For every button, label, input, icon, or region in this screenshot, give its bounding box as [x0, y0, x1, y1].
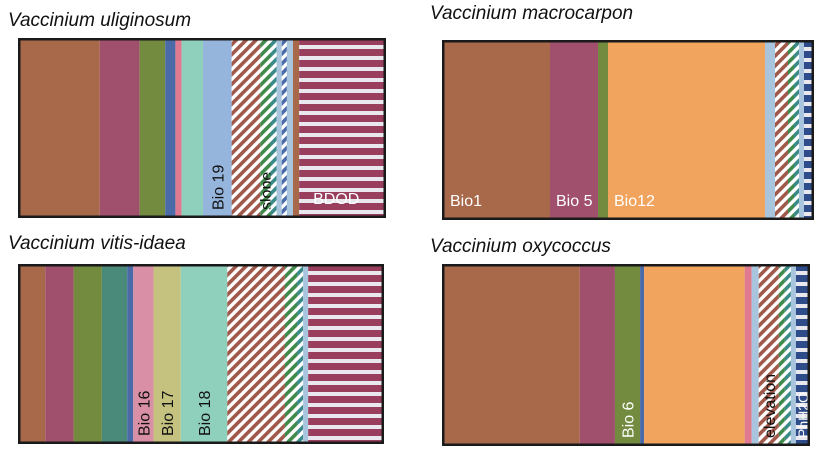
segment-bio6	[598, 42, 608, 218]
chart-uliginosum: Bio 19 slope BDOD	[18, 38, 386, 218]
segment-hatch_brown	[775, 42, 788, 218]
chart-frame	[442, 40, 814, 220]
segment-pink	[175, 40, 182, 216]
segment-label-bio-17: Bio 17	[160, 391, 177, 436]
segment-label-bio-16: Bio 16	[136, 391, 153, 436]
segment-bio1	[20, 266, 46, 442]
segment-hatch_teal	[297, 266, 304, 442]
segment-elevation	[758, 266, 779, 444]
chart-frame	[18, 38, 386, 218]
segment-blue	[165, 40, 176, 216]
panel-title-oxycoccus: Vaccinium oxycoccus	[430, 236, 611, 257]
segment-bio12	[644, 266, 745, 444]
segment-blue	[127, 266, 134, 442]
segment-bio5	[99, 40, 140, 216]
segment-bio-18	[180, 266, 228, 442]
segment-lightblue	[790, 266, 796, 444]
segment-lightblue	[303, 266, 309, 442]
segment-lightblue	[765, 42, 775, 218]
chart-vitis-idaea: Bio 16 Bio 17 Bio 18	[18, 264, 384, 444]
segment-hatch_brown	[231, 40, 261, 216]
segment-hatch_brown	[227, 266, 285, 442]
segment-bio-17	[153, 266, 181, 442]
segment-hatch_teal	[270, 40, 277, 216]
segment-bio6	[139, 40, 166, 216]
chart-macrocarpon: Bio1 Bio 5 Bio12	[442, 40, 814, 220]
segment-navy	[804, 42, 812, 218]
segment-lightblue	[751, 266, 759, 444]
segment-label-phh2o: PhH2O	[795, 392, 810, 438]
chart-oxycoccus: Bio 6 elevation PhH2O	[442, 264, 810, 446]
segment-phh2o	[795, 266, 808, 444]
segment-stripe_red	[308, 266, 382, 442]
chart-frame	[18, 264, 384, 444]
segment-label-bio-6: Bio 6	[621, 401, 638, 438]
segment-hatch_green	[778, 266, 785, 444]
segment-bio18	[181, 40, 204, 216]
segment-lightblue	[799, 42, 804, 218]
segment-label-bio1: Bio1	[450, 193, 482, 210]
segment-hatch_green	[284, 266, 298, 442]
segment-hatch_teal	[794, 42, 799, 218]
segment-pink	[744, 266, 752, 444]
segment-bio12	[608, 42, 765, 218]
chart-frame	[442, 264, 810, 446]
segment-bio1	[444, 266, 580, 444]
segment-bio1	[444, 42, 550, 218]
segment-bio-5	[550, 42, 598, 218]
panel-title-vitis-idaea: Vaccinium vitis-idaea	[8, 233, 186, 254]
segment-label-bio-18: Bio 18	[197, 391, 214, 436]
panel-title-uliginosum: Vaccinium uliginosum	[8, 10, 192, 31]
segment-bio5	[579, 266, 615, 444]
segment-teal	[101, 266, 128, 442]
segment-bdod	[299, 40, 384, 216]
segment-lightblue	[276, 40, 282, 216]
segment-hatch_teal	[784, 266, 791, 444]
segment-label-bio-19: Bio 19	[210, 165, 227, 210]
segment-bio6	[73, 266, 102, 442]
segment-label-bdod: BDOD	[313, 191, 359, 208]
segment-label-bio12: Bio12	[614, 193, 655, 210]
segment-bio5	[45, 266, 74, 442]
segment-slope	[260, 40, 271, 216]
segment-bio-19	[203, 40, 232, 216]
segment-hatch_blue	[281, 40, 287, 216]
segment-label-elevation: elevation	[762, 374, 779, 438]
segment-bio1	[293, 40, 300, 216]
segment-lightblue	[286, 40, 293, 216]
segment-blue	[640, 266, 645, 444]
panel-title-macrocarpon: Vaccinium macrocarpon	[430, 3, 634, 24]
segment-bio-6	[614, 266, 641, 444]
segment-hatch_green	[788, 42, 794, 218]
segment-bio1	[20, 40, 100, 216]
segment-label-bio-5: Bio 5	[556, 193, 593, 210]
segment-bio-16	[133, 266, 154, 442]
